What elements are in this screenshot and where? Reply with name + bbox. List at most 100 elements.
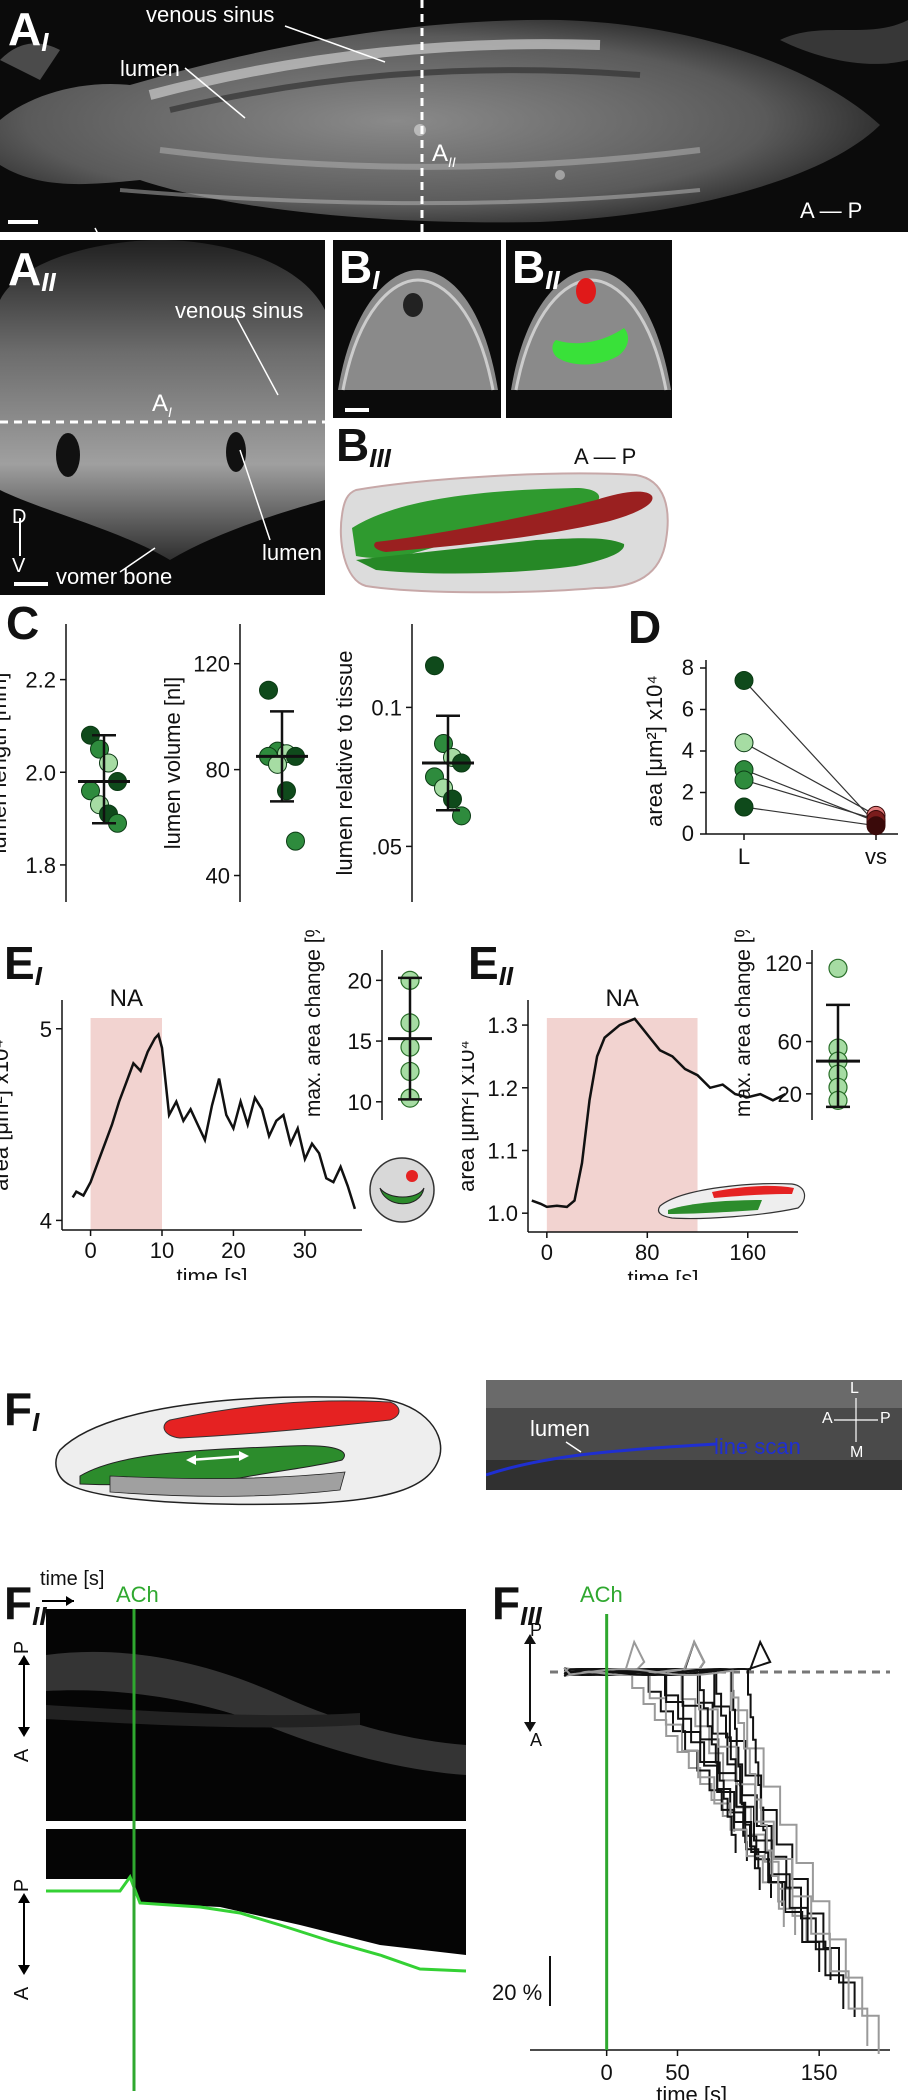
f-iii-x-tick-label: 0 xyxy=(601,2060,613,2085)
f-iii-xlabel: time [s] xyxy=(656,2082,727,2100)
e-ii-inset-tick-label: 60 xyxy=(778,1030,802,1055)
chart-c: 1.8 2.0 2.2 lumen length [mm] 40 80 120 lumen v… xyxy=(0,624,474,902)
c-tick-label-0: 2.2 xyxy=(25,668,56,693)
e-i-inset-ylabel: max. area change [%] xyxy=(302,930,325,1117)
chart-e-i: NA 4 5 0 10 20 30 time [s] area [μm²] x10⁴ 10 15 20… xyxy=(0,930,435,1280)
e-i-x-tick-label: 0 xyxy=(84,1238,96,1263)
label-lumen: lumen xyxy=(120,56,180,81)
f-iii-arrow-p xyxy=(524,1634,536,1644)
d-tick-label: 8 xyxy=(682,655,694,680)
microscopy-b-i: BI xyxy=(333,240,501,418)
f-iii-trace xyxy=(563,1667,785,1927)
f-i-linescan-svg xyxy=(486,1380,902,1490)
e-ii-x-tick-label: 80 xyxy=(635,1240,659,1265)
e-ii-x-tick-label: 160 xyxy=(729,1240,766,1265)
e-ii-trace xyxy=(531,1017,786,1209)
d-point-l xyxy=(734,797,754,817)
d-category-label: L xyxy=(738,844,750,869)
panel-label-b-ii: BII xyxy=(512,241,560,295)
b-ii-red-region xyxy=(576,278,596,304)
d-pair-line xyxy=(743,806,877,827)
d-category-label: vs xyxy=(865,844,887,869)
label-d: D xyxy=(12,506,27,528)
label-time-arrow: time [s] xyxy=(40,1568,105,1590)
label-a-scan-2: A xyxy=(11,1986,34,2001)
label-p-scan-1: P xyxy=(11,1640,34,1655)
panel-label-a-ii: AII xyxy=(8,243,56,297)
e-ii-na-shade xyxy=(546,1018,698,1232)
c-tick-label-1: 120 xyxy=(193,652,230,677)
f-iii-trace xyxy=(564,1667,808,1943)
d-point-l xyxy=(734,770,754,790)
e-i-inset-tick-label: 10 xyxy=(348,1090,372,1115)
chart-d: 0 2 4 6 8 area [μm²] x10⁴ L vs xyxy=(642,655,898,869)
f-iii-trace xyxy=(563,1668,845,2009)
c-point-1 xyxy=(268,754,287,774)
d-tick-label: 4 xyxy=(682,738,694,763)
f-iii-trace xyxy=(563,1639,832,1980)
f-i-schematic xyxy=(55,1396,442,1506)
e-ii-x-tick-label: 0 xyxy=(541,1240,553,1265)
e-i-na-shade xyxy=(90,1018,162,1230)
d-point-vs xyxy=(866,816,886,836)
c-ylabel-2: lumen relative to tissue xyxy=(332,651,357,876)
c-point-1 xyxy=(277,781,296,801)
e-ii-na-label: NA xyxy=(606,985,639,1012)
c-ylabel-1: lumen volume [nl] xyxy=(160,677,185,849)
b-iii-3d-render xyxy=(339,472,669,594)
compass-p: P xyxy=(880,1410,891,1427)
e-i-trace xyxy=(71,1031,357,1210)
f-iii-trace xyxy=(563,1639,869,2046)
c-point-0 xyxy=(99,753,118,773)
microscopy-b-ii: BII xyxy=(506,240,672,418)
e-i-inset-tick-label: 20 xyxy=(348,968,372,993)
b-ii-green-region xyxy=(552,328,629,365)
panel-label-f-ii: FII xyxy=(4,1577,47,1631)
label-20pct: 20 % xyxy=(492,1980,543,2005)
d-ylabel: area [μm²] x10⁴ xyxy=(642,675,667,827)
e-i-na-label: NA xyxy=(110,985,143,1012)
e-ii-xlabel: time [s] xyxy=(628,1266,699,1280)
label-a-f-iii: A xyxy=(530,1730,543,1750)
panel-label-f-iii: FIII xyxy=(492,1577,542,1631)
panel-label-e-i: EI xyxy=(4,937,42,991)
panel-label-d: D xyxy=(628,601,662,653)
label-lumen-f-i: lumen xyxy=(530,1416,590,1441)
a-i-image xyxy=(0,0,908,232)
compass-l: L xyxy=(850,1380,859,1397)
e-i-inset-tick-label: 15 xyxy=(348,1029,372,1054)
d-pair-line xyxy=(743,742,877,816)
c-point-1 xyxy=(259,680,278,700)
panel-label-a-i: AI xyxy=(8,3,49,57)
c-tick-label-2: .05 xyxy=(371,834,402,859)
e-i-ylabel: area [μm²] x10⁴ xyxy=(0,1039,13,1191)
e-i-x-tick-label: 20 xyxy=(221,1238,245,1263)
b-ii-image xyxy=(506,240,672,418)
axis-ap-b-iii: A — P xyxy=(574,444,637,469)
e-i-section-green xyxy=(379,1187,425,1205)
e-i-x-tick-label: 30 xyxy=(293,1238,317,1263)
compass-a: A xyxy=(822,1410,833,1427)
e-ii-y-tick-label: 1.2 xyxy=(487,1076,518,1101)
e-ii-inset-ylabel: max. area change [%] xyxy=(732,930,755,1117)
label-a-i-line: AI xyxy=(152,390,172,420)
e-ii-ylabel: area [μm²] x10⁴ xyxy=(462,1040,479,1192)
label-a-ii-line: AII xyxy=(432,140,456,170)
d-tick-label: 6 xyxy=(682,697,694,722)
c-tick-label-0: 1.8 xyxy=(25,853,56,878)
panel-label-b-i: BI xyxy=(339,241,380,295)
b-i-image xyxy=(333,240,501,418)
c-point-2 xyxy=(443,789,462,809)
c-point-1 xyxy=(286,831,305,851)
panel-label-e-ii: EII xyxy=(468,937,514,991)
label-ach-f-ii: ACh xyxy=(116,1582,159,1607)
d-point-l xyxy=(734,670,754,690)
c-tick-label-2: 0.1 xyxy=(371,695,402,720)
f-iii-trace xyxy=(563,1667,784,1906)
label-lumen-a-ii: lumen xyxy=(262,540,322,565)
e-ii-schematic-green xyxy=(668,1200,762,1214)
e-i-section-icon xyxy=(369,1157,435,1223)
panel-label-b-iii: BIII xyxy=(336,419,391,473)
e-i-x-tick-label: 10 xyxy=(150,1238,174,1263)
c-tick-label-1: 80 xyxy=(206,758,230,783)
